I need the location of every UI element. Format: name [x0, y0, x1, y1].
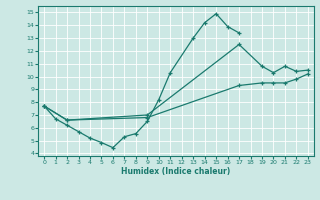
X-axis label: Humidex (Indice chaleur): Humidex (Indice chaleur) — [121, 167, 231, 176]
